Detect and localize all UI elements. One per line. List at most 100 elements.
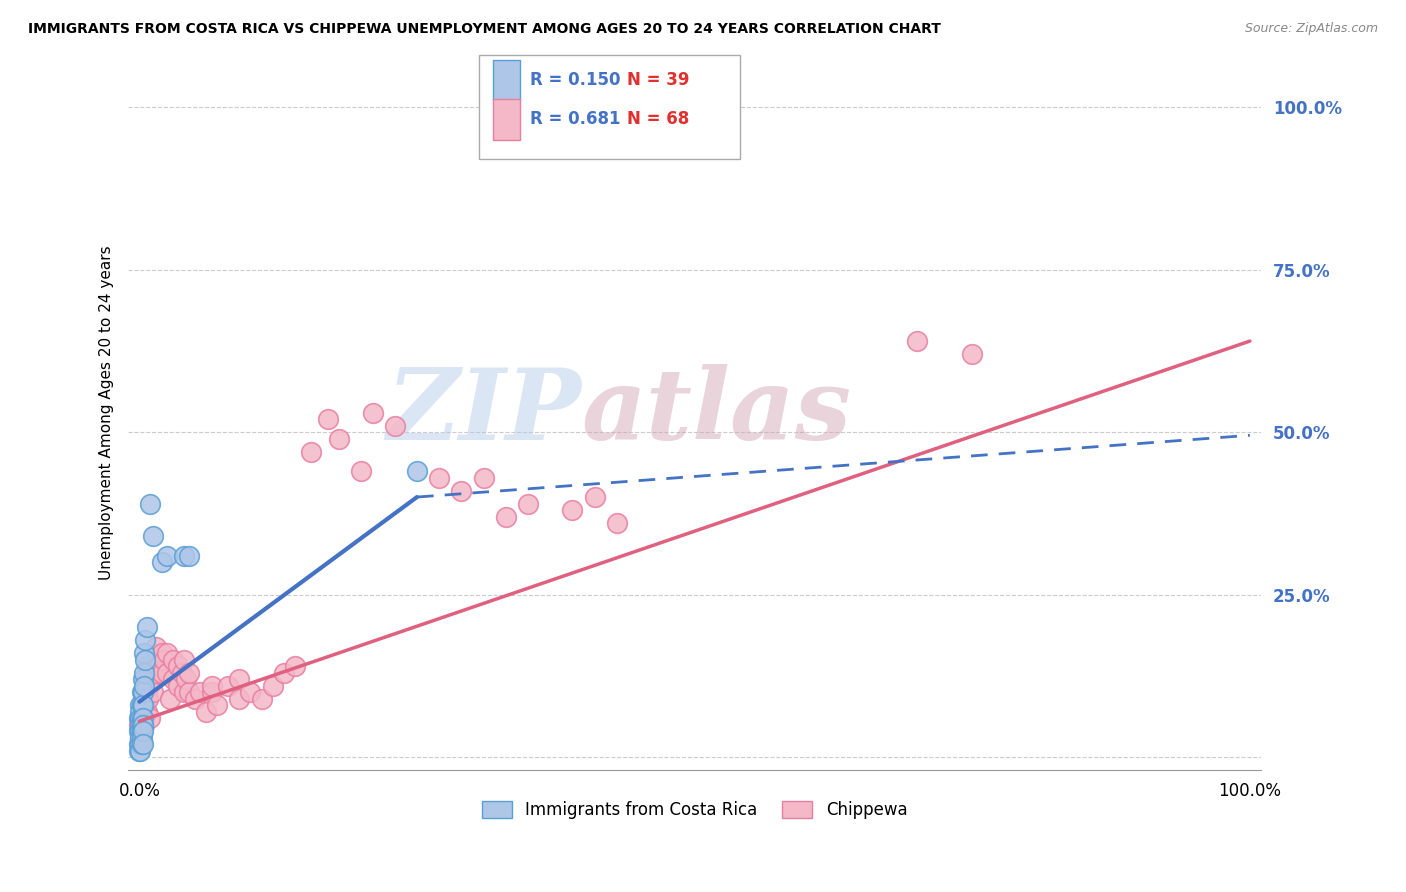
Point <box>384 418 406 433</box>
Point <box>406 464 429 478</box>
Point <box>131 731 153 745</box>
Point <box>128 711 150 725</box>
Point <box>517 497 540 511</box>
Point <box>136 659 159 673</box>
Point <box>139 665 162 680</box>
Point <box>427 470 450 484</box>
Point <box>179 549 201 563</box>
Point <box>150 555 173 569</box>
FancyBboxPatch shape <box>494 60 520 101</box>
Point <box>316 412 339 426</box>
Point <box>129 698 152 712</box>
Point <box>450 483 472 498</box>
Point <box>162 672 184 686</box>
Point <box>217 679 239 693</box>
Point <box>262 679 284 693</box>
Point <box>131 724 153 739</box>
Text: ZIP: ZIP <box>387 364 581 461</box>
Point <box>167 659 190 673</box>
FancyBboxPatch shape <box>494 99 520 140</box>
Point <box>905 334 928 348</box>
Point <box>129 711 152 725</box>
Point <box>228 672 250 686</box>
Point <box>128 737 150 751</box>
Y-axis label: Unemployment Among Ages 20 to 24 years: Unemployment Among Ages 20 to 24 years <box>100 245 114 580</box>
Point <box>129 731 152 745</box>
Point <box>131 685 153 699</box>
Point <box>132 717 155 731</box>
Point <box>179 665 201 680</box>
Text: R = 0.150: R = 0.150 <box>530 71 621 89</box>
Point <box>129 731 152 745</box>
Point <box>273 665 295 680</box>
Point <box>179 685 201 699</box>
Text: N = 68: N = 68 <box>627 111 689 128</box>
Point <box>960 347 983 361</box>
Text: IMMIGRANTS FROM COSTA RICA VS CHIPPEWA UNEMPLOYMENT AMONG AGES 20 TO 24 YEARS CO: IMMIGRANTS FROM COSTA RICA VS CHIPPEWA U… <box>28 22 941 37</box>
Point <box>132 665 155 680</box>
Point <box>128 717 150 731</box>
Point <box>139 497 162 511</box>
Point <box>131 711 153 725</box>
Point <box>142 685 165 699</box>
Point <box>159 691 181 706</box>
Point <box>132 679 155 693</box>
Point <box>145 640 167 654</box>
Text: Source: ZipAtlas.com: Source: ZipAtlas.com <box>1244 22 1378 36</box>
Point <box>145 665 167 680</box>
Point <box>131 711 153 725</box>
Point <box>561 503 583 517</box>
Point <box>132 646 155 660</box>
Point <box>129 717 152 731</box>
Legend: Immigrants from Costa Rica, Chippewa: Immigrants from Costa Rica, Chippewa <box>475 795 914 826</box>
Point <box>200 679 222 693</box>
Point <box>131 698 153 712</box>
Point <box>174 672 197 686</box>
Point <box>128 743 150 757</box>
Point <box>150 646 173 660</box>
Point <box>173 685 195 699</box>
Point <box>131 717 153 731</box>
Point <box>131 672 153 686</box>
Point <box>131 737 153 751</box>
Point <box>142 652 165 666</box>
Point <box>583 490 606 504</box>
Point <box>129 737 152 751</box>
Point <box>200 685 222 699</box>
Point <box>170 665 193 680</box>
Point <box>156 549 179 563</box>
Point <box>129 705 152 719</box>
Point <box>131 685 153 699</box>
Point <box>152 652 174 666</box>
Point <box>138 679 160 693</box>
Point <box>173 652 195 666</box>
Point <box>131 698 153 712</box>
Point <box>131 698 153 712</box>
Point <box>136 705 159 719</box>
Point <box>129 711 152 725</box>
Point <box>131 737 153 751</box>
Point <box>139 711 162 725</box>
Point <box>162 652 184 666</box>
Point <box>167 679 190 693</box>
Text: atlas: atlas <box>581 364 852 461</box>
Point <box>129 724 152 739</box>
Point <box>606 516 628 530</box>
Point <box>148 659 170 673</box>
Point <box>156 646 179 660</box>
Point <box>134 672 156 686</box>
Point <box>129 743 152 757</box>
Point <box>136 620 159 634</box>
Point <box>250 691 273 706</box>
Point <box>134 633 156 648</box>
Point <box>142 529 165 543</box>
Point <box>205 698 228 712</box>
Point <box>131 724 153 739</box>
Point <box>350 464 373 478</box>
Point <box>134 698 156 712</box>
Point <box>135 685 157 699</box>
Point <box>301 444 323 458</box>
Point <box>495 509 517 524</box>
Point <box>128 724 150 739</box>
FancyBboxPatch shape <box>479 55 740 159</box>
